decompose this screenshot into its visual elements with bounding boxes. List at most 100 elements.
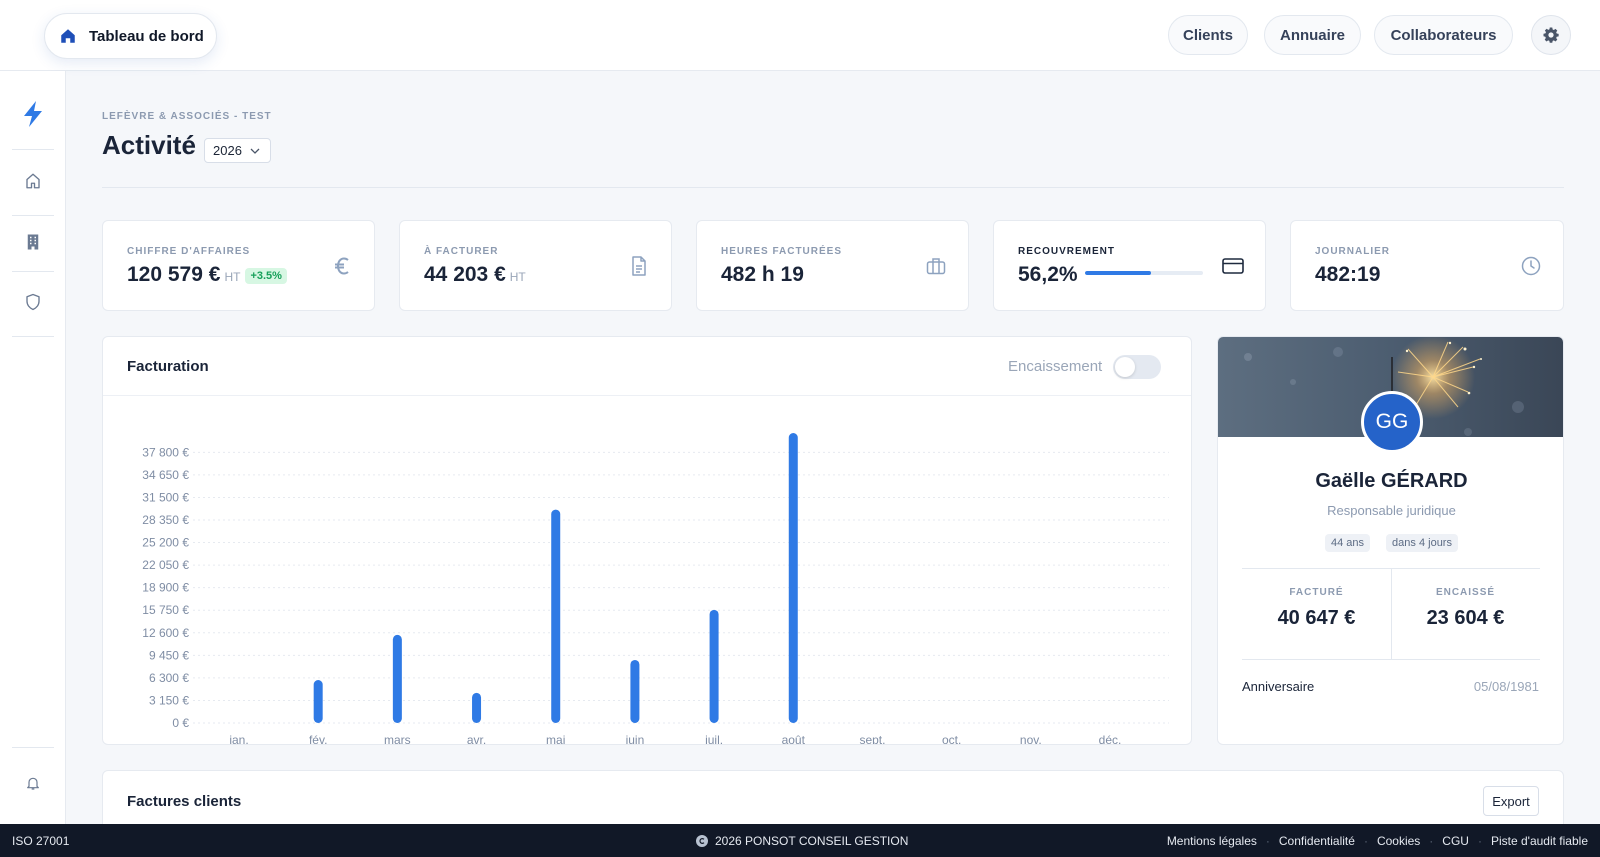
document-icon <box>627 254 651 278</box>
y-tick-label: 3 150 € <box>149 693 189 707</box>
x-tick-label: juin <box>625 733 645 744</box>
birthday-label: Anniversaire <box>1242 679 1315 694</box>
bell-icon <box>27 777 39 790</box>
profile-divider <box>1242 659 1540 660</box>
stat-card-daily[interactable]: JOURNALIER 482:19 <box>1290 220 1564 311</box>
bar <box>392 634 402 723</box>
dashboard-label: Tableau de bord <box>89 27 204 45</box>
sidebar-item-notifications[interactable] <box>0 768 66 798</box>
bar <box>313 680 323 723</box>
kpi-collected: ENCAISSÉ 23 604 € <box>1391 587 1540 630</box>
stat-label: HEURES FACTURÉES <box>721 246 843 257</box>
age-tag: 44 ans <box>1325 534 1371 552</box>
y-tick-label: 6 300 € <box>149 671 189 685</box>
link-audit-trail[interactable]: Piste d'audit fiable <box>1490 834 1588 848</box>
stat-label: JOURNALIER <box>1315 246 1391 257</box>
top-bar: Tableau de bord Clients Annuaire Collabo… <box>0 0 1600 71</box>
x-tick-label: jan. <box>228 733 248 744</box>
x-tick-label: déc. <box>1099 733 1122 744</box>
x-tick-label: juil. <box>704 733 723 744</box>
card-title: Factures clients <box>127 793 242 810</box>
kpi-label: ENCAISSÉ <box>1435 587 1496 598</box>
breadcrumb: LEFÈVRE & ASSOCIÉS - TEST <box>102 111 272 122</box>
x-tick-label: mai <box>546 733 565 744</box>
year-value: 2026 <box>213 143 242 158</box>
card-title: Facturation <box>127 358 209 375</box>
bolt-icon <box>24 101 42 127</box>
link-separator: · <box>1265 834 1270 848</box>
euro-icon <box>330 254 354 278</box>
link-terms[interactable]: CGU <box>1442 834 1469 848</box>
toggle-label: Encaissement <box>1008 358 1103 375</box>
y-tick-label: 9 450 € <box>149 648 189 662</box>
nav-clients[interactable]: Clients <box>1168 15 1248 55</box>
app-logo[interactable] <box>0 99 66 129</box>
y-tick-label: 31 500 € <box>142 490 189 504</box>
stat-card-billed-hours[interactable]: HEURES FACTURÉES 482 h 19 <box>696 220 969 311</box>
x-tick-label: sept. <box>859 733 885 744</box>
x-tick-label: oct. <box>942 733 961 744</box>
settings-button[interactable] <box>1531 15 1571 55</box>
stat-suffix: HT <box>509 270 526 284</box>
x-tick-label: mars <box>384 733 411 744</box>
export-button[interactable]: Export <box>1483 786 1539 816</box>
stat-card-to-invoice[interactable]: À FACTURER 44 203 € HT <box>399 220 672 311</box>
x-tick-label: nov. <box>1020 733 1042 744</box>
clock-icon <box>1519 254 1543 278</box>
y-tick-label: 18 900 € <box>142 581 189 595</box>
profile-card: GG Gaëlle GÉRARD Responsable juridique 4… <box>1217 336 1564 745</box>
stat-amount: 56,2% <box>1018 263 1078 286</box>
x-tick-label: août <box>782 733 806 744</box>
recovery-progress-bar <box>1084 271 1203 275</box>
billing-bar-chart: 0 € 3 150 € 6 300 € 9 450 € 12 600 € 15 750 €… <box>142 433 1169 744</box>
copyright-icon <box>696 835 708 847</box>
kpi-value: 40 647 € <box>1277 607 1356 629</box>
y-tick-label: 22 050 € <box>142 558 189 572</box>
stat-suffix: HT <box>224 270 241 284</box>
x-tick-label: avr. <box>467 733 486 744</box>
y-tick-label: 0 € <box>172 716 189 730</box>
stat-card-recovery[interactable]: RECOUVREMENT 56,2% <box>993 220 1266 311</box>
y-tick-label: 34 650 € <box>142 468 189 482</box>
kpi-label: FACTURÉ <box>1289 587 1344 598</box>
link-legal[interactable]: Mentions légales <box>1166 834 1257 848</box>
stat-value: 482 h 19 <box>721 263 804 287</box>
progress-fill <box>1084 271 1151 275</box>
bar <box>788 433 798 723</box>
stat-value: 482:19 <box>1315 263 1380 287</box>
birthday-countdown-tag: dans 4 jours <box>1386 534 1458 552</box>
profile-tags: 44 ans dans 4 jours <box>1218 534 1563 552</box>
sidebar <box>0 71 66 824</box>
home-icon <box>57 25 79 47</box>
sidebar-divider <box>12 747 54 748</box>
encaissement-toggle[interactable] <box>1113 355 1161 379</box>
dashboard-button[interactable]: Tableau de bord <box>44 13 217 59</box>
sidebar-divider <box>12 149 54 150</box>
stat-amount: 482:19 <box>1315 263 1381 286</box>
link-separator: · <box>1429 834 1434 848</box>
footer: ISO 27001 2026 PONSOT CONSEIL GESTION Me… <box>0 824 1600 857</box>
briefcase-icon <box>924 254 948 278</box>
year-select[interactable]: 2026 <box>204 138 271 163</box>
page-title: Activité <box>102 130 196 160</box>
stat-amount: 44 203 € <box>424 263 506 286</box>
stat-value: 56,2% <box>1018 263 1203 287</box>
sidebar-item-security[interactable] <box>0 287 66 317</box>
sidebar-item-home[interactable] <box>0 166 66 196</box>
stat-value: 120 579 € HT +3.5% <box>127 263 287 287</box>
link-cookies[interactable]: Cookies <box>1376 834 1421 848</box>
copyright: 2026 PONSOT CONSEIL GESTION <box>696 834 908 848</box>
nav-annuaire[interactable]: Annuaire <box>1264 15 1361 55</box>
sidebar-divider <box>12 336 54 337</box>
kpi-value: 23 604 € <box>1426 607 1505 629</box>
home-icon <box>26 173 40 189</box>
bar <box>551 509 561 723</box>
link-privacy[interactable]: Confidentialité <box>1278 834 1355 848</box>
nav-collaborateurs[interactable]: Collaborateurs <box>1374 15 1513 55</box>
sidebar-item-company[interactable] <box>0 227 66 257</box>
stat-value: 44 203 € HT <box>424 263 526 287</box>
card-header: Facturation Encaissement <box>103 337 1191 396</box>
stat-card-revenue[interactable]: CHIFFRE D'AFFAIRES 120 579 € HT +3.5% <box>102 220 375 311</box>
x-tick-label: fév. <box>309 733 327 744</box>
avatar[interactable]: GG <box>1361 391 1423 453</box>
